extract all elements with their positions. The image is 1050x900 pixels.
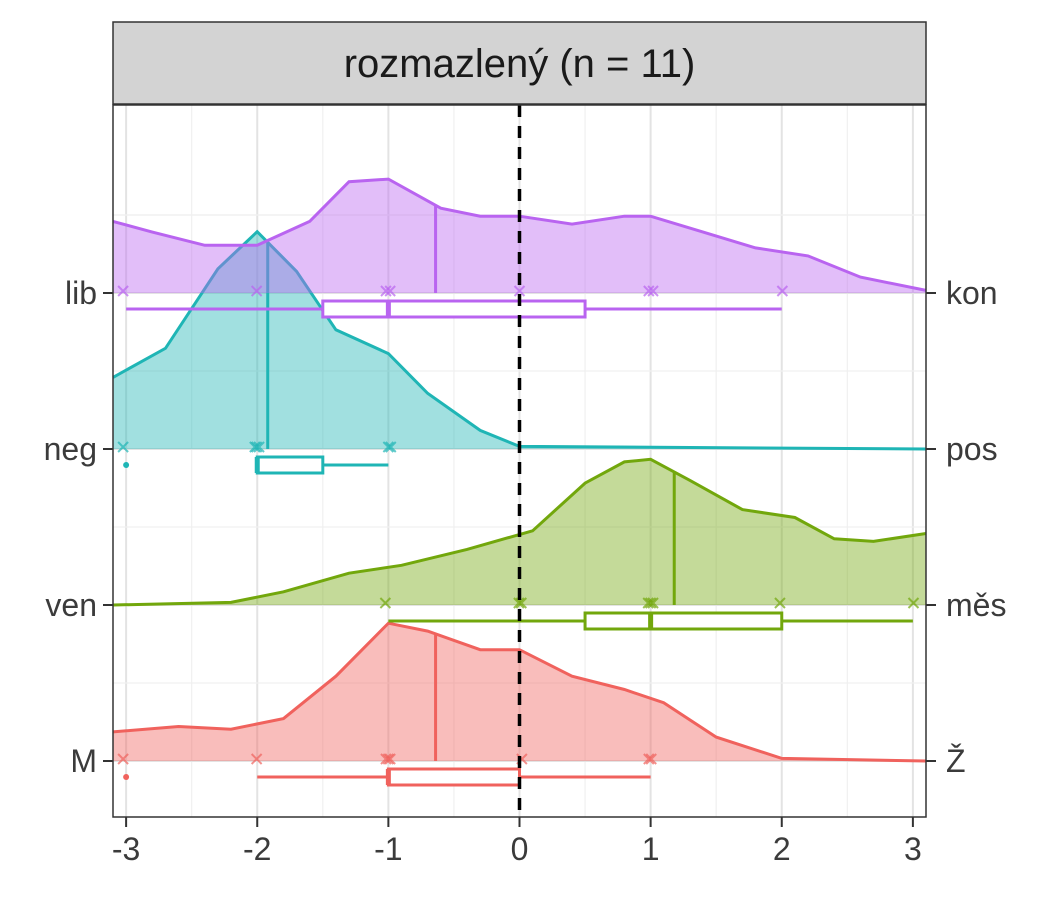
outlier-point [123, 774, 130, 780]
outlier-point [123, 462, 130, 468]
observation-mark [250, 753, 263, 765]
x-tick-label: 2 [773, 831, 791, 867]
observation-mark [643, 753, 655, 765]
observation-mark [513, 597, 525, 609]
observation-mark [647, 285, 659, 297]
y-label-left: M [70, 743, 97, 779]
box [255, 455, 325, 475]
y-label-right: Ž [946, 743, 966, 779]
x-tick-label: -1 [374, 831, 402, 867]
observation-mark [647, 597, 659, 609]
observation-mark [379, 597, 392, 609]
density-area [113, 623, 926, 761]
observation-mark [642, 597, 654, 609]
y-label-left: lib [65, 275, 97, 311]
density-area [113, 459, 926, 605]
observation-mark [249, 441, 261, 453]
y-label-right: pos [946, 431, 998, 467]
observation-mark [643, 285, 655, 297]
observation-mark [907, 597, 920, 609]
facet-title: rozmazlený (n = 11) [344, 42, 696, 86]
y-label-left: ven [45, 587, 97, 623]
density-area [113, 231, 926, 449]
observation-mark [513, 285, 526, 297]
observation-mark [380, 753, 392, 765]
observation-mark [385, 441, 397, 453]
observation-mark [384, 753, 396, 765]
box [583, 611, 784, 631]
observation-mark [250, 441, 263, 453]
observation-mark [117, 753, 129, 765]
observation-mark [117, 285, 129, 297]
density-curve [112, 229, 927, 451]
observation-mark [645, 753, 657, 765]
y-label-right: kon [946, 275, 998, 311]
observation-mark [774, 597, 786, 609]
observation-mark [384, 285, 396, 297]
observation-mark [382, 753, 395, 765]
facet-strip [112, 21, 927, 105]
x-tick-label: 0 [511, 831, 529, 867]
x-tick-label: 1 [642, 831, 660, 867]
series-M [112, 621, 927, 787]
observation-mark [253, 441, 265, 453]
observation-mark [117, 441, 129, 453]
observation-mark [380, 285, 392, 297]
x-tick-label: -2 [243, 831, 271, 867]
y-label-right: měs [946, 587, 1006, 623]
observation-mark [382, 441, 395, 453]
y-label-left: neg [44, 431, 97, 467]
density-curve [112, 621, 927, 763]
series-neg [112, 229, 927, 475]
density-curve [112, 457, 927, 607]
box [321, 299, 587, 319]
observation-mark [250, 285, 263, 297]
x-tick-label: -3 [112, 831, 140, 867]
x-tick-label: 3 [904, 831, 922, 867]
observation-mark [644, 597, 657, 609]
box [386, 767, 521, 787]
density-curve [112, 177, 927, 292]
observation-mark [776, 285, 789, 297]
series-ven [112, 457, 927, 631]
